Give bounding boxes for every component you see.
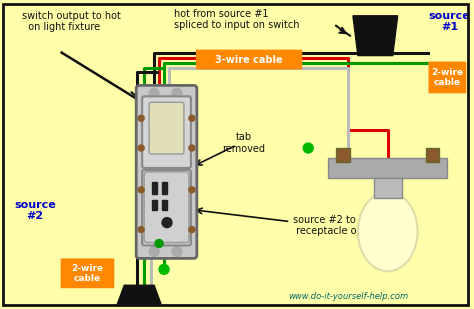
Bar bbox=[162, 200, 167, 210]
FancyBboxPatch shape bbox=[144, 172, 189, 243]
Text: 2-wire
cable: 2-wire cable bbox=[431, 68, 464, 87]
Circle shape bbox=[172, 88, 182, 98]
Bar bbox=[152, 200, 157, 210]
Bar bbox=[336, 148, 350, 162]
Circle shape bbox=[138, 115, 144, 121]
Text: 3-wire cable: 3-wire cable bbox=[215, 55, 283, 65]
Bar bbox=[426, 148, 439, 162]
Bar bbox=[152, 182, 157, 194]
Circle shape bbox=[138, 187, 144, 193]
FancyBboxPatch shape bbox=[149, 102, 184, 154]
FancyBboxPatch shape bbox=[196, 50, 302, 70]
Polygon shape bbox=[353, 16, 398, 56]
FancyBboxPatch shape bbox=[61, 258, 114, 288]
Circle shape bbox=[189, 187, 195, 193]
Circle shape bbox=[189, 145, 195, 151]
Bar bbox=[162, 182, 167, 194]
Text: source
#1: source #1 bbox=[428, 11, 470, 32]
Bar bbox=[374, 178, 401, 198]
Ellipse shape bbox=[358, 192, 418, 271]
Circle shape bbox=[138, 226, 144, 233]
Text: hot from source #1
spliced to input on switch: hot from source #1 spliced to input on s… bbox=[174, 9, 300, 31]
Circle shape bbox=[303, 143, 313, 153]
Circle shape bbox=[149, 88, 159, 98]
Text: 2-wire
cable: 2-wire cable bbox=[72, 264, 103, 283]
Text: source #2 to hot on
 receptacle outlet: source #2 to hot on receptacle outlet bbox=[293, 215, 391, 236]
Circle shape bbox=[159, 265, 169, 274]
FancyBboxPatch shape bbox=[428, 61, 466, 93]
Text: tab
removed: tab removed bbox=[222, 132, 265, 154]
Circle shape bbox=[172, 247, 182, 256]
Circle shape bbox=[162, 218, 172, 227]
Text: source
#2: source #2 bbox=[14, 200, 55, 221]
Text: www.do-it-yourself-help.com: www.do-it-yourself-help.com bbox=[288, 292, 408, 301]
Bar bbox=[328, 158, 447, 178]
Circle shape bbox=[138, 145, 144, 151]
FancyBboxPatch shape bbox=[136, 85, 197, 258]
Circle shape bbox=[189, 115, 195, 121]
Circle shape bbox=[155, 239, 163, 248]
FancyBboxPatch shape bbox=[142, 170, 191, 245]
FancyBboxPatch shape bbox=[142, 96, 191, 168]
Circle shape bbox=[149, 247, 159, 256]
Circle shape bbox=[189, 226, 195, 233]
Text: switch output to hot
  on light fixture: switch output to hot on light fixture bbox=[22, 11, 121, 32]
Polygon shape bbox=[118, 285, 161, 304]
